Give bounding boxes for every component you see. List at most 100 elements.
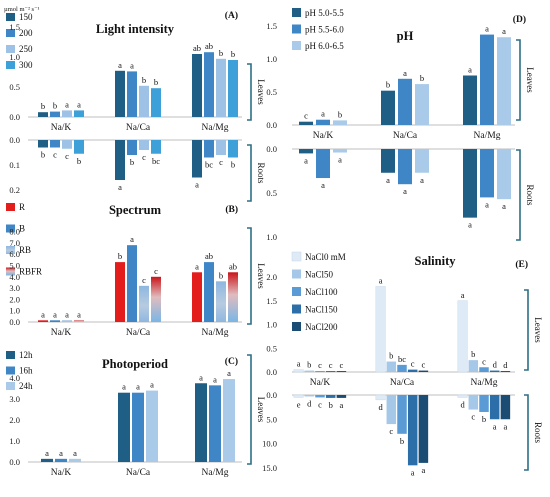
- bar-B-3-1: [151, 276, 161, 322]
- panel-B-ticks: 0.01.0 2.03.04.05.0 6.07.08.0: [9, 227, 20, 327]
- panel-A-roots-bracket-label: Roots: [256, 162, 266, 184]
- letter-B-3-0: a: [77, 309, 81, 319]
- legend-swatch-E-1: [292, 269, 301, 279]
- category-A-1: Na/Ca: [126, 123, 151, 133]
- bar-E-3-0: [325, 371, 336, 372]
- bar-roots-A-1-1: [127, 140, 137, 155]
- letter-roots-E-2-0: c: [318, 399, 322, 409]
- panel-D-title: pH: [397, 29, 414, 43]
- panel-E-title: Salinity: [415, 254, 457, 268]
- bar-D-0-2: [463, 75, 477, 125]
- letter-roots-D-0-2: a: [468, 220, 472, 230]
- bar-D-1-2: [480, 34, 494, 125]
- panel-D-legend: pH 5.0-5.5 pH 5.5-6.0 pH 6.0-6.5: [292, 8, 344, 51]
- panel-D-roots-bracket-label: Roots: [525, 184, 535, 206]
- tick-C-l-2: 2.0: [9, 415, 20, 425]
- letter-roots-D-2-1: a: [420, 175, 424, 185]
- letter-roots-A-0-1: a: [118, 182, 122, 192]
- letter-roots-D-1-1: a: [403, 186, 407, 196]
- category-D-2: Na/Mg: [474, 131, 501, 141]
- letter-B-1-0: a: [53, 309, 57, 319]
- tick-A-l-3: 1.5: [9, 22, 20, 32]
- bar-B-2-1: [139, 285, 149, 322]
- bar-roots-A-0-1: [115, 140, 125, 180]
- bar-roots-E-4-2: [500, 395, 511, 420]
- panel-A-unit: µmol m⁻² s⁻¹: [4, 6, 40, 13]
- letter-roots-D-1-0: a: [321, 180, 325, 190]
- letter-B-1-1: a: [130, 234, 134, 244]
- letter-A-0-1: a: [118, 60, 122, 70]
- bar-C-0-2: [195, 383, 207, 462]
- bar-roots-E-3-0: [325, 395, 336, 398]
- letter-E-2-2: c: [482, 356, 486, 366]
- panel-A-legend: 150 200 250 300: [6, 12, 33, 70]
- tick-D-l-1: 0.5: [266, 87, 277, 97]
- bar-C-1-0: [55, 458, 67, 462]
- letter-roots-A-1-0: c: [53, 150, 57, 160]
- tick-E-r-0: 0.0: [266, 390, 277, 400]
- bar-B-0-1: [115, 262, 125, 322]
- bar-roots-A-2-2: [216, 140, 226, 155]
- tick-B-l-5: 5.0: [9, 261, 20, 271]
- tick-B-l-6: 6.0: [9, 249, 20, 259]
- letter-D-2-0: b: [338, 109, 342, 119]
- bar-A-1-1: [127, 71, 137, 117]
- tick-A-r-2: 0.2: [9, 185, 20, 195]
- panel-B-label: (B): [225, 204, 238, 215]
- bar-roots-E-0-0: [293, 394, 304, 398]
- letter-E-1-0: b: [307, 360, 311, 370]
- bar-roots-E-0-2: [457, 394, 468, 398]
- panel-A-roots-bracket-line: [247, 144, 252, 202]
- letter-B-0-1: b: [118, 251, 122, 261]
- letter-E-3-2: d: [493, 360, 498, 370]
- legend-label-B-0: R: [19, 202, 25, 212]
- panel-C-bars: a a aa a aa aa: [41, 368, 235, 462]
- bar-D-0-0: [299, 121, 313, 125]
- legend-swatch-C-1: [6, 366, 15, 375]
- panel-D-leaves-bracket: Leaves: [516, 39, 535, 121]
- panel-D-roots-bracket: Roots: [516, 149, 535, 241]
- letter-C-2-2: a: [227, 368, 231, 378]
- bar-roots-A-0-0: [38, 140, 48, 148]
- letter-E-0-2: a: [461, 290, 465, 300]
- bar-A-0-0: [38, 112, 48, 117]
- letter-roots-E-4-1: a: [422, 465, 426, 475]
- letter-roots-E-1-1: c: [389, 426, 393, 436]
- letter-B-2-0: a: [65, 309, 69, 319]
- panel-D-roots-bracket-line: [516, 149, 521, 241]
- category-E-1: Na/Ca: [390, 378, 415, 388]
- category-C-1: Na/Ca: [126, 468, 151, 478]
- bar-roots-A-3-1: [151, 140, 161, 154]
- bar-E-2-1: [397, 364, 407, 372]
- category-B-0: Na/K: [51, 328, 72, 338]
- letter-roots-A-1-1: b: [130, 157, 134, 167]
- panel-C-leaves-bracket: Leaves: [247, 354, 266, 465]
- bar-B-2-2: [216, 281, 226, 322]
- bar-B-1-2: [204, 262, 214, 322]
- letter-A-2-0: a: [65, 99, 69, 109]
- panel-E-legend: NaCl0 mM NaCl50 NaCl100 NaCl150 NaCl200: [291, 251, 346, 332]
- panel-B-leaves-bracket-label: Leaves: [256, 263, 266, 289]
- bar-E-1-2: [468, 360, 479, 372]
- bar-roots-E-1-0: [304, 395, 315, 397]
- tick-E-l-4: 2.0: [266, 272, 277, 282]
- legend-label-A-1: 200: [19, 28, 33, 38]
- panel-B-title: Spectrum: [109, 203, 162, 217]
- bar-roots-E-0-1: [375, 394, 386, 401]
- bar-C-0-0: [41, 458, 53, 462]
- bar-roots-E-3-1: [407, 395, 418, 466]
- letter-E-1-1: b: [389, 351, 393, 361]
- category-E-2: Na/Mg: [471, 378, 498, 388]
- panel-C: Photoperiod (C) 12h 16h 24h 0.0 1.0 2.0 3.0 4.0 Na…: [6, 350, 266, 478]
- letter-B-0-0: a: [41, 309, 45, 319]
- letter-D-0-1: b: [386, 80, 390, 90]
- panel-B-leaves-bracket: Leaves: [247, 227, 266, 325]
- panel-C-legend: 12h 16h 24h: [6, 350, 33, 391]
- letter-D-1-0: a: [321, 109, 325, 119]
- letter-roots-E-0-0: e: [297, 399, 301, 409]
- panel-E-leaves-bracket-line: [524, 289, 529, 371]
- legend-swatch-E-2: [292, 287, 301, 296]
- bar-B-1-0: [50, 320, 60, 322]
